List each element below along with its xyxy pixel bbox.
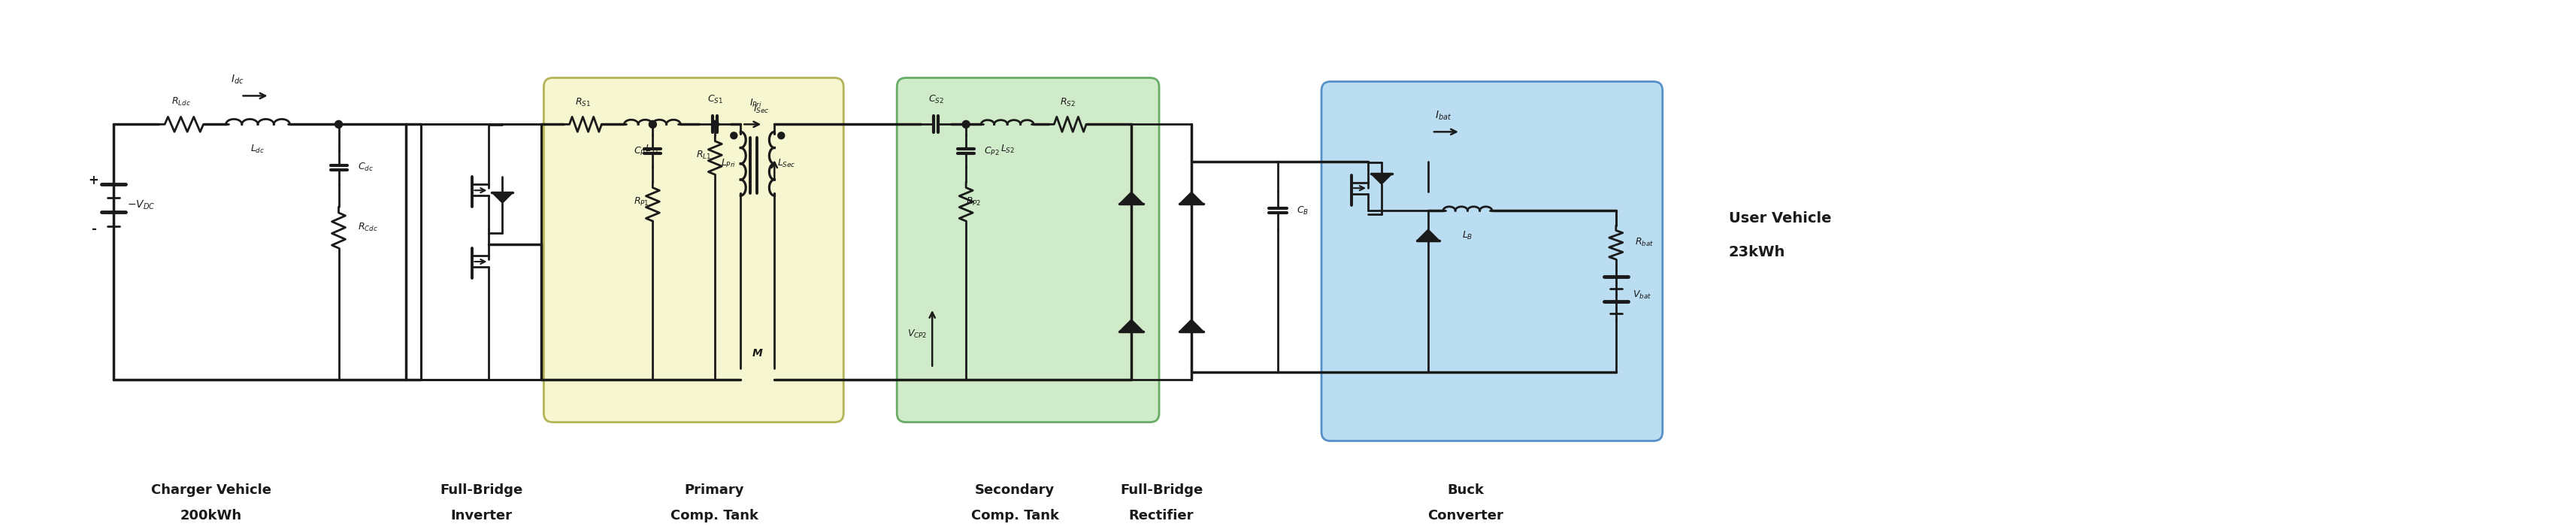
Text: Secondary: Secondary <box>974 484 1054 497</box>
Text: $R_{Cdc}$: $R_{Cdc}$ <box>358 222 379 233</box>
Text: Comp. Tank: Comp. Tank <box>670 509 757 523</box>
Text: Converter: Converter <box>1427 509 1504 523</box>
Text: $C_{P2}$: $C_{P2}$ <box>984 146 999 157</box>
FancyBboxPatch shape <box>896 78 1159 422</box>
Text: 23kWh: 23kWh <box>1728 245 1785 259</box>
Text: $V_{bat}$: $V_{bat}$ <box>1633 289 1651 301</box>
Text: $R_{Ldc}$: $R_{Ldc}$ <box>170 96 191 108</box>
Text: $C_{S1}$: $C_{S1}$ <box>708 94 724 105</box>
Text: Inverter: Inverter <box>451 509 513 523</box>
Text: $C_{dc}$: $C_{dc}$ <box>358 162 374 173</box>
Polygon shape <box>492 192 513 203</box>
Text: Primary: Primary <box>685 484 744 497</box>
Text: $C_{P1}$: $C_{P1}$ <box>634 146 649 157</box>
FancyBboxPatch shape <box>544 78 842 422</box>
FancyBboxPatch shape <box>1321 82 1662 441</box>
Text: Rectifier: Rectifier <box>1128 509 1193 523</box>
Text: Full-Bridge: Full-Bridge <box>440 484 523 497</box>
Text: Full-Bridge: Full-Bridge <box>1121 484 1203 497</box>
Text: User Vehicle: User Vehicle <box>1728 211 1832 225</box>
Text: $I_{Pri}$: $I_{Pri}$ <box>750 98 762 109</box>
Polygon shape <box>1121 192 1144 204</box>
Text: $L_B$: $L_B$ <box>1463 230 1473 242</box>
Text: $R_{L1}$: $R_{L1}$ <box>696 149 711 161</box>
Text: $C_{S2}$: $C_{S2}$ <box>927 94 943 105</box>
Text: M: M <box>752 348 762 358</box>
Circle shape <box>963 120 969 128</box>
Polygon shape <box>1121 320 1144 331</box>
Text: $R_{P2}$: $R_{P2}$ <box>966 196 981 207</box>
Bar <box>422 125 541 379</box>
Text: $C_B$: $C_B$ <box>1296 205 1309 216</box>
Text: $I_{dc}$: $I_{dc}$ <box>232 73 245 85</box>
Circle shape <box>732 132 737 139</box>
Text: $L_{S2}$: $L_{S2}$ <box>999 144 1015 155</box>
Text: $L_{S1}$: $L_{S1}$ <box>644 144 659 155</box>
Text: $L_{Pri}$: $L_{Pri}$ <box>721 158 737 170</box>
Text: Comp. Tank: Comp. Tank <box>971 509 1059 523</box>
Polygon shape <box>1370 174 1391 184</box>
Circle shape <box>335 120 343 128</box>
Polygon shape <box>1180 192 1203 204</box>
Text: $L_{Sec}$: $L_{Sec}$ <box>778 158 796 170</box>
Text: -: - <box>90 223 95 236</box>
Circle shape <box>711 120 719 128</box>
Text: $-V_{DC}$: $-V_{DC}$ <box>126 199 155 211</box>
Text: $R_{S2}$: $R_{S2}$ <box>1059 97 1074 109</box>
Text: Buck: Buck <box>1448 484 1484 497</box>
Circle shape <box>778 132 786 139</box>
Text: $I_{bat}$: $I_{bat}$ <box>1435 109 1450 121</box>
Text: $R_{P1}$: $R_{P1}$ <box>634 196 649 207</box>
Text: $R_{bat}$: $R_{bat}$ <box>1636 237 1654 248</box>
Text: 200kWh: 200kWh <box>180 509 242 523</box>
Polygon shape <box>1180 320 1203 331</box>
Text: $R_{S1}$: $R_{S1}$ <box>574 97 590 109</box>
Text: +: + <box>88 174 98 187</box>
Polygon shape <box>1417 229 1440 241</box>
Circle shape <box>649 120 657 128</box>
Text: $I_{Sec}$: $I_{Sec}$ <box>752 104 768 115</box>
Text: Charger Vehicle: Charger Vehicle <box>152 484 270 497</box>
Text: $V_{CP2}$: $V_{CP2}$ <box>907 329 927 340</box>
Text: $L_{dc}$: $L_{dc}$ <box>250 144 265 155</box>
